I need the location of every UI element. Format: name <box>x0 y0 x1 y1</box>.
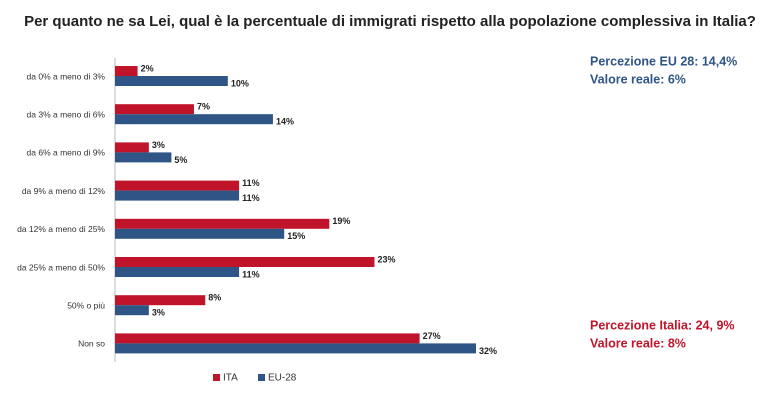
value-label: 5% <box>174 155 187 165</box>
chart-title: Per quanto ne sa Lei, qual è la percentu… <box>24 13 756 30</box>
value-label: 23% <box>377 254 395 264</box>
value-label: 7% <box>197 102 210 112</box>
bar <box>115 343 476 354</box>
bar <box>115 190 240 201</box>
value-label: 3% <box>152 140 165 150</box>
annotation: Percezione EU 28: 14,4% <box>590 54 737 68</box>
bar <box>115 257 375 267</box>
bar <box>115 142 149 153</box>
bar <box>115 76 228 86</box>
category-label: da 12% a meno di 25% <box>17 224 105 234</box>
value-label: 11% <box>242 269 260 279</box>
value-label: 32% <box>479 346 497 356</box>
value-label: 14% <box>276 117 294 127</box>
bar <box>115 104 194 115</box>
category-label: 50% o più <box>67 300 105 310</box>
value-label: 8% <box>208 293 221 303</box>
bar <box>115 228 285 239</box>
bar <box>115 152 172 163</box>
legend-label: EU-28 <box>268 373 297 384</box>
annotation: Percezione Italia: 24, 9% <box>590 318 735 332</box>
legend-swatch <box>213 374 220 381</box>
value-label: 15% <box>287 231 305 241</box>
category-label: da 25% a meno di 50% <box>17 262 105 272</box>
category-label: da 0% a meno di 3% <box>27 71 106 81</box>
annotation: Valore reale: 8% <box>590 336 686 350</box>
category-label: da 3% a meno di 6% <box>27 109 106 119</box>
bar <box>115 180 240 191</box>
bar <box>115 114 273 125</box>
value-label: 11% <box>242 193 260 203</box>
annotation: Valore reale: 6% <box>590 72 686 86</box>
value-label: 11% <box>242 178 260 188</box>
bar <box>115 218 330 229</box>
value-label: 2% <box>141 63 154 73</box>
category-label: da 6% a meno di 9% <box>27 148 106 158</box>
value-label: 19% <box>332 216 350 226</box>
value-label: 3% <box>152 308 165 318</box>
category-label: da 9% a meno di 12% <box>22 186 106 196</box>
bar <box>115 295 206 306</box>
category-label: Non so <box>78 339 105 349</box>
bar <box>115 333 420 344</box>
value-label: 10% <box>231 78 249 88</box>
bar <box>115 267 240 277</box>
bar <box>115 305 149 316</box>
value-label: 27% <box>423 331 441 341</box>
legend-label: ITA <box>223 373 238 384</box>
legend-swatch <box>258 374 265 381</box>
bar <box>115 66 138 76</box>
